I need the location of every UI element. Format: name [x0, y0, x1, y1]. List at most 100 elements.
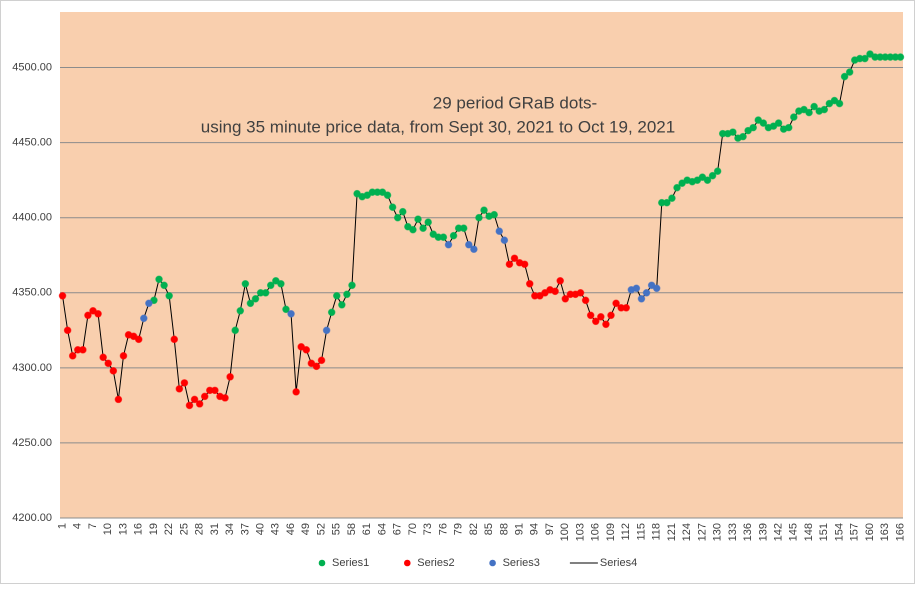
x-tick-label: 13: [117, 523, 129, 535]
data-point: [246, 299, 255, 308]
data-point: [63, 326, 72, 335]
x-tick-label: 103: [574, 523, 586, 541]
y-tick-label: 4350.00: [12, 287, 52, 299]
data-point: [556, 276, 565, 285]
legend-label: Series1: [332, 557, 369, 569]
y-tick-label: 4300.00: [12, 362, 52, 374]
x-tick-label: 49: [300, 523, 312, 535]
x-tick-label: 160: [864, 523, 876, 541]
x-tick-label: 100: [559, 523, 571, 541]
data-point: [510, 254, 519, 263]
data-point: [490, 210, 498, 219]
data-point: [343, 290, 351, 299]
data-point: [576, 288, 585, 297]
data-point: [241, 279, 250, 288]
data-point: [652, 284, 661, 293]
data-point: [449, 231, 458, 240]
x-tick-label: 127: [696, 523, 708, 541]
data-point: [251, 294, 260, 303]
data-point: [175, 385, 184, 393]
legend-label: Series4: [600, 557, 637, 569]
data-point: [200, 392, 209, 401]
data-point: [896, 53, 905, 61]
data-point: [419, 224, 427, 233]
data-point: [820, 105, 829, 114]
data-point: [444, 240, 453, 249]
y-tick-label: 4200.00: [12, 512, 52, 524]
legend-label: Series2: [417, 557, 454, 569]
y-tick-label: 4500.00: [12, 61, 52, 73]
data-point: [236, 306, 245, 315]
x-tick-label: 73: [422, 523, 434, 535]
data-point: [642, 288, 651, 297]
x-tick-label: 16: [133, 523, 145, 535]
data-point: [632, 284, 641, 293]
data-point: [266, 281, 275, 290]
data-point: [160, 281, 168, 290]
data-point: [190, 395, 199, 404]
data-point: [774, 119, 783, 127]
data-point: [226, 373, 234, 381]
data-point: [739, 132, 747, 141]
data-point: [729, 128, 737, 136]
x-tick-label: 7: [87, 523, 99, 529]
x-tick-label: 154: [833, 523, 845, 541]
data-point: [84, 311, 92, 320]
data-point: [414, 215, 422, 224]
data-point: [180, 379, 189, 387]
x-tick-label: 4: [72, 523, 84, 529]
x-tick-label: 43: [270, 523, 282, 535]
data-point: [581, 296, 590, 305]
data-point: [109, 367, 118, 375]
x-tick-label: 118: [651, 523, 663, 541]
legend-marker: [403, 559, 411, 567]
data-point: [282, 305, 290, 314]
y-tick-label: 4400.00: [12, 212, 52, 224]
data-point: [302, 346, 311, 354]
data-point: [673, 183, 681, 192]
data-point: [845, 68, 854, 76]
x-tick-label: 64: [376, 523, 388, 535]
data-point: [292, 388, 300, 396]
data-point: [459, 224, 468, 233]
data-point: [317, 356, 326, 365]
data-point: [388, 203, 397, 211]
data-point: [119, 352, 128, 360]
data-point: [104, 359, 113, 368]
data-point: [835, 99, 844, 108]
data-point: [165, 291, 173, 300]
data-point: [327, 308, 336, 317]
x-tick-label: 10: [102, 523, 114, 535]
x-tick-label: 145: [788, 523, 800, 541]
data-point: [602, 320, 610, 329]
data-point: [393, 213, 402, 222]
data-point: [470, 245, 478, 254]
legend-marker: [318, 559, 326, 567]
data-point: [520, 260, 529, 269]
x-tick-label: 148: [803, 523, 815, 541]
data-point: [622, 303, 631, 312]
data-point: [185, 401, 194, 410]
x-tick-label: 94: [529, 523, 541, 535]
data-point: [398, 207, 407, 216]
x-tick-label: 109: [605, 523, 617, 541]
data-point: [784, 123, 793, 132]
data-point: [139, 314, 148, 323]
data-point: [663, 198, 671, 207]
plot-area: [60, 12, 903, 518]
legend-label: Series3: [503, 557, 540, 569]
x-tick-label: 76: [437, 523, 449, 535]
data-point: [805, 108, 813, 117]
x-tick-label: 34: [224, 523, 236, 535]
data-point: [591, 317, 600, 326]
x-tick-label: 61: [361, 523, 373, 535]
legend-item: Series2: [403, 557, 455, 569]
data-point: [231, 326, 240, 335]
legend-item: Series4: [569, 557, 637, 569]
data-point: [170, 335, 179, 344]
legend-item: Series3: [489, 557, 540, 569]
legend-item: Series1: [318, 557, 369, 569]
data-point: [612, 299, 620, 308]
x-tick-label: 1: [56, 523, 68, 529]
